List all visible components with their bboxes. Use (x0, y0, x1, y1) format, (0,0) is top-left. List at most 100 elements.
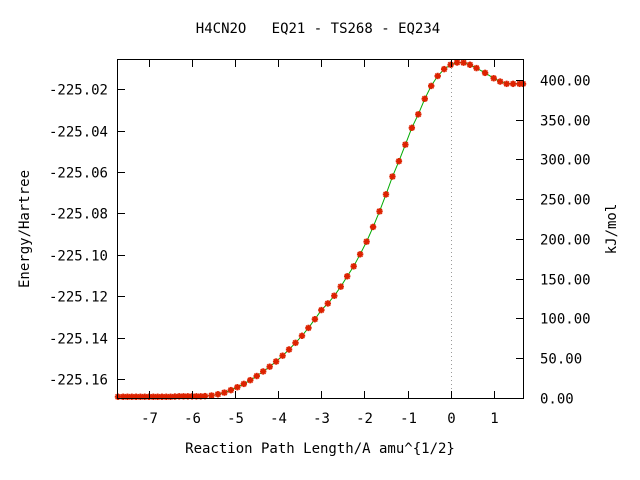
data-point-stroke (376, 208, 383, 215)
data-point-stroke (197, 393, 204, 400)
data-point (324, 300, 332, 307)
data-point (434, 72, 441, 80)
x-tick-label: -3 (313, 411, 330, 427)
data-point (503, 80, 510, 88)
data-point (447, 61, 454, 68)
y2-tick-label: 100.00 (540, 312, 591, 328)
data-point-stroke (247, 377, 254, 384)
data-point-stroke (253, 373, 260, 379)
series-line-layer (118, 61, 523, 398)
x-ticks: -7 -6 -5 -4 -3 -2 -1 0 1 (141, 60, 499, 427)
data-point (376, 208, 383, 215)
data-point-stroke (337, 283, 344, 290)
data-point (453, 59, 461, 66)
y2-ticks: 0.00 50.00 100.00 150.00 200.00 250.00 300.00 3… (516, 74, 591, 408)
x-axis-label: Reaction Path Length/A amu^{1/2} (185, 441, 455, 457)
data-point (240, 380, 248, 388)
data-point-stroke (286, 346, 293, 353)
data-point-stroke (350, 263, 357, 270)
data-point-stroke (389, 173, 396, 180)
x-tick-label: -2 (356, 411, 373, 427)
data-point-stroke (214, 391, 221, 398)
data-point-stroke (395, 158, 402, 165)
y-axis-label: Energy/Hartree (17, 170, 33, 288)
data-point (266, 363, 273, 370)
data-point-stroke (299, 332, 305, 339)
data-point-stroke (497, 78, 504, 85)
x-tick-label: -4 (270, 411, 287, 427)
data-point (221, 389, 228, 396)
x-tick-label: -5 (227, 411, 244, 427)
data-point (428, 82, 435, 90)
data-point-stroke (208, 392, 215, 399)
data-point-stroke (305, 324, 312, 331)
data-point (490, 75, 497, 82)
data-point-stroke (415, 111, 422, 118)
data-point (369, 223, 377, 231)
data-point-stroke (221, 389, 228, 396)
y2-tick-label: 400.00 (540, 74, 591, 90)
data-point-stroke (370, 223, 377, 230)
data-point-stroke (240, 380, 247, 387)
data-point-stroke (490, 75, 497, 82)
data-point (208, 392, 215, 399)
data-point-stroke (266, 363, 273, 370)
y2-tick-label: 0.00 (540, 392, 574, 408)
data-point-stroke (482, 69, 489, 76)
data-point-stroke (421, 95, 428, 102)
y2-tick-label: 350.00 (540, 114, 591, 130)
data-point (298, 332, 306, 339)
data-point (285, 346, 293, 353)
data-point (421, 95, 428, 102)
data-point-stroke (473, 65, 480, 72)
y-tick-label: -225.12 (49, 290, 108, 306)
data-point-stroke (460, 59, 467, 66)
data-point-stroke (503, 80, 510, 87)
data-point-stroke (344, 273, 351, 280)
y2-axis-label: kJ/mol (604, 204, 620, 255)
y-tick-label: -225.06 (49, 166, 108, 182)
y2-tick-label: 300.00 (540, 153, 591, 169)
data-point-stroke (227, 387, 234, 394)
data-point (415, 111, 422, 118)
data-point (305, 324, 312, 332)
data-point (356, 251, 364, 258)
data-point (227, 386, 235, 394)
data-point (440, 65, 448, 73)
data-point-stroke (454, 59, 461, 66)
data-point-stroke (428, 82, 435, 89)
y2-tick-label: 50.00 (540, 352, 582, 368)
data-point (272, 358, 280, 365)
x-tick-label: 0 (447, 411, 455, 427)
data-point-stroke (324, 300, 331, 307)
data-point-stroke (273, 358, 280, 365)
data-point (331, 292, 338, 299)
data-point-stroke (510, 80, 517, 87)
data-point (466, 61, 474, 68)
data-point (279, 352, 286, 359)
data-point (363, 238, 370, 245)
data-point (337, 283, 344, 290)
data-point (234, 384, 241, 391)
data-point-stroke (357, 251, 364, 258)
data-point-stroke (234, 384, 241, 391)
data-point-stroke (383, 191, 389, 198)
y-tick-label: -225.08 (49, 207, 108, 223)
data-point (395, 157, 403, 165)
x-tick-label: -6 (184, 411, 201, 427)
data-point (344, 273, 351, 280)
data-point-stroke (318, 307, 325, 314)
y-tick-label: -225.10 (49, 249, 108, 265)
series-line (118, 61, 523, 398)
chart-title: H4CN2O EQ21 - TS268 - EQ234 (196, 21, 440, 37)
data-point (408, 124, 416, 132)
data-point (389, 173, 396, 180)
data-point (247, 376, 254, 384)
y-tick-label: -225.04 (49, 125, 108, 141)
y-tick-label: -225.14 (49, 332, 108, 348)
data-point-stroke (331, 292, 338, 299)
data-point (473, 64, 480, 72)
x-tick-label: -7 (141, 411, 158, 427)
data-point-stroke (202, 393, 208, 400)
